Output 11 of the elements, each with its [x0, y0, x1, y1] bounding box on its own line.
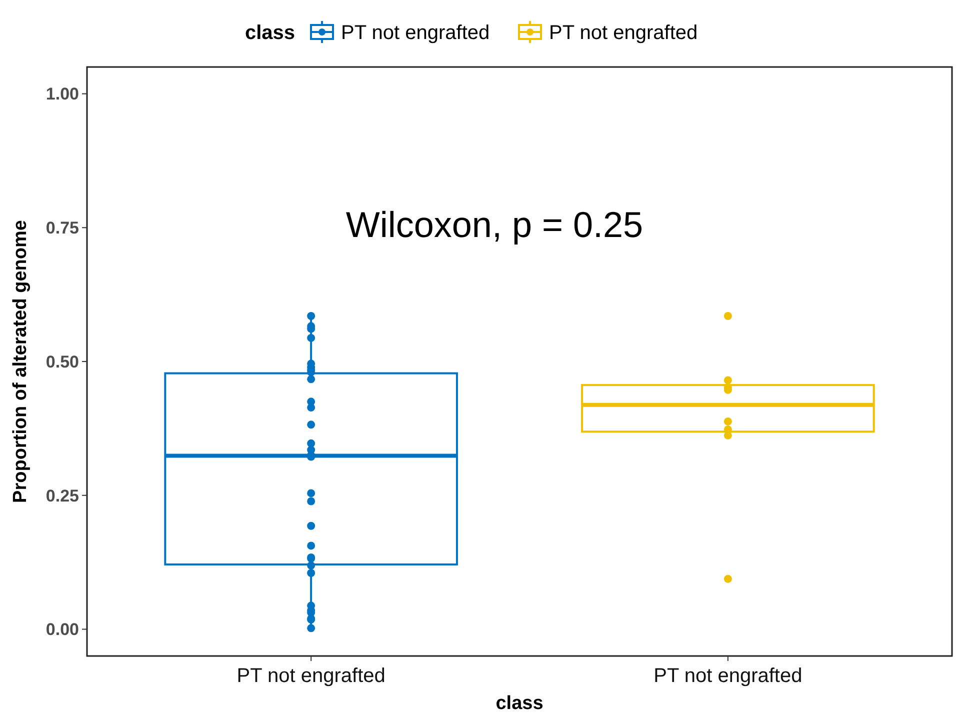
y-tick-label: 0.25 [46, 486, 79, 506]
y-tick-label: 0.75 [46, 218, 79, 238]
annotation: Wilcoxon, p = 0.25 [346, 204, 644, 245]
y-axis-title: Proportion of alterated genome [10, 220, 31, 503]
legend-label: PT not engrafted [549, 22, 698, 44]
y-tick-label: 0.50 [46, 352, 79, 372]
legend-label: PT not engrafted [341, 22, 490, 44]
y-tick-label: 0.00 [46, 620, 79, 640]
legend-title: class [245, 22, 296, 44]
y-tick-label: 1.00 [46, 84, 79, 104]
x-axis-title: class [496, 693, 544, 714]
